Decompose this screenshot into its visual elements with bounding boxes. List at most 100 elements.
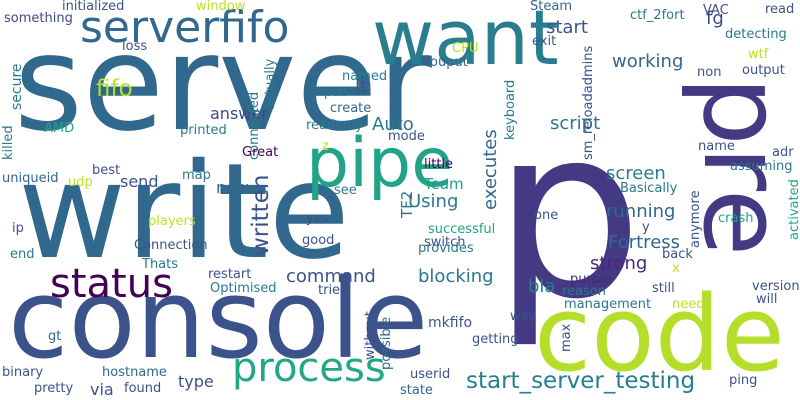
word-need: need bbox=[672, 297, 705, 312]
word-switch: switch bbox=[424, 235, 466, 250]
word-want: want bbox=[372, 0, 559, 82]
word-p: p bbox=[493, 76, 643, 351]
word-little: little bbox=[424, 157, 454, 172]
word-activated: activated bbox=[787, 179, 800, 240]
word-restart: restart bbox=[208, 267, 252, 282]
word-strong: strong bbox=[590, 253, 648, 274]
word-VAC: VAC bbox=[703, 3, 729, 18]
word-script: script bbox=[550, 113, 601, 134]
word-initialized: initialized bbox=[62, 0, 125, 14]
word-written: written bbox=[248, 174, 274, 256]
word-successful: successful bbox=[428, 222, 496, 237]
word-pipe: pipe bbox=[306, 124, 454, 203]
word-provides: provides bbox=[418, 241, 474, 256]
word-udp: udp bbox=[68, 175, 93, 190]
word-create: create bbox=[330, 101, 372, 116]
word-Steam: Steam bbox=[530, 0, 572, 14]
word-hostname: hostname bbox=[102, 365, 167, 380]
word-executes: executes bbox=[480, 129, 501, 210]
word-loss: loss bbox=[122, 39, 148, 54]
word-reason: reason bbox=[562, 284, 606, 299]
word-killed: killed bbox=[1, 125, 16, 160]
word-sm_reloadadmins: sm_reloadadmins bbox=[581, 45, 596, 160]
word-max: max bbox=[559, 323, 574, 352]
word-Optimised: Optimised bbox=[210, 281, 277, 296]
word-non: non bbox=[697, 65, 722, 80]
word-without: without bbox=[363, 311, 378, 360]
word-Great: Great bbox=[242, 145, 279, 160]
word-possible: possible bbox=[379, 316, 394, 370]
word-fg: fg bbox=[706, 8, 724, 29]
word-yes: yes bbox=[306, 211, 329, 226]
word-y: y bbox=[642, 220, 650, 235]
word-best: best bbox=[92, 163, 121, 178]
word-detecting: detecting bbox=[725, 27, 787, 42]
word-window: window bbox=[196, 0, 246, 14]
word-readonly: readonly bbox=[306, 118, 363, 133]
word-will: will bbox=[756, 292, 778, 307]
word-write: write bbox=[18, 135, 350, 289]
word-ctf_2fort: ctf_2fort bbox=[630, 8, 685, 23]
word-wtf: wtf bbox=[748, 47, 769, 62]
word-z: z bbox=[322, 139, 329, 154]
word-bla: bla bbox=[528, 276, 556, 297]
word-read: read bbox=[765, 2, 795, 17]
word-version: version bbox=[752, 279, 800, 294]
word-mode: mode bbox=[388, 129, 425, 144]
word-see: see bbox=[334, 183, 357, 198]
word-exit: exit bbox=[532, 34, 557, 49]
word-Auto: Auto bbox=[372, 114, 414, 135]
word-still: still bbox=[652, 281, 675, 296]
word-ping: ping bbox=[729, 373, 758, 388]
word-getting: getting bbox=[472, 332, 519, 347]
word-fifo: fifo bbox=[96, 76, 133, 102]
word-blocking: blocking bbox=[418, 266, 494, 287]
word-x: x bbox=[672, 261, 680, 276]
word-TF2: TF2 bbox=[398, 190, 416, 218]
word-players: players bbox=[148, 214, 196, 229]
word-input: input bbox=[312, 85, 346, 100]
word-start_server_testing: start_server_testing bbox=[466, 368, 696, 394]
word-purple: purple bbox=[570, 272, 612, 287]
word-answer: answer bbox=[210, 104, 268, 123]
word-end: end bbox=[10, 247, 35, 262]
word-crash: crash bbox=[718, 211, 754, 226]
word-status: status bbox=[50, 261, 173, 307]
word-running: running bbox=[606, 201, 676, 222]
word-something: something bbox=[4, 11, 73, 26]
word-server: server bbox=[14, 7, 432, 161]
word-secure: secure bbox=[9, 63, 25, 110]
word-mkfifo: mkfifo bbox=[428, 315, 473, 331]
word-state: state bbox=[400, 383, 433, 398]
word-type: type bbox=[178, 372, 214, 391]
word-anymore: anymore bbox=[688, 190, 703, 248]
word-one: one bbox=[534, 208, 559, 223]
word-good: good bbox=[302, 233, 335, 248]
word-now: now bbox=[216, 178, 250, 197]
word-name: name bbox=[698, 139, 735, 154]
word-AMD: AMD bbox=[44, 121, 75, 136]
word-keyboard: keyboard bbox=[503, 79, 518, 140]
word-tried: tried bbox=[318, 283, 349, 298]
word-Basically: Basically bbox=[620, 181, 678, 196]
word-working: working bbox=[612, 51, 684, 72]
word-named: named bbox=[342, 69, 388, 84]
word-management: management bbox=[564, 297, 652, 312]
word-pretty: pretty bbox=[34, 381, 74, 396]
word-Fortress: Fortress bbox=[608, 232, 681, 253]
word-Team: Team bbox=[424, 175, 464, 193]
word-adr: adr bbox=[772, 145, 794, 160]
word-found: found bbox=[124, 381, 162, 396]
word-back: back bbox=[662, 247, 693, 262]
word-Using: Using bbox=[408, 191, 459, 212]
word-command: command bbox=[286, 266, 376, 287]
word-via: via bbox=[90, 380, 114, 399]
word-Connection: Connection bbox=[134, 238, 208, 253]
word-lt: lt bbox=[355, 76, 368, 97]
word-code: code bbox=[534, 273, 785, 395]
word-gt: gt bbox=[48, 329, 62, 344]
word-uniqueid: uniqueid bbox=[2, 171, 59, 186]
word-assuming: assuming bbox=[730, 159, 793, 174]
word-screen: screen bbox=[606, 163, 666, 184]
word-ip: ip bbox=[12, 221, 24, 236]
